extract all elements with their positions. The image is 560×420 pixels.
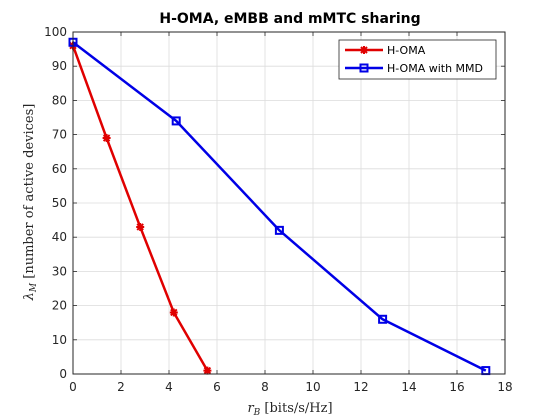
x-tick-label: 2 bbox=[117, 380, 125, 394]
y-axis-subscript: M bbox=[29, 282, 39, 293]
x-tick-label: 12 bbox=[353, 380, 368, 394]
legend-label: H-OMA with MMD bbox=[387, 62, 483, 75]
grid bbox=[72, 31, 506, 375]
y-axis-variable: λ bbox=[22, 292, 37, 301]
legend-entries: H-OMA H-OMA with MMD bbox=[345, 44, 483, 75]
legend: H-OMA H-OMA with MMD bbox=[338, 39, 497, 80]
y-tick-label: 80 bbox=[52, 93, 67, 107]
tick-layer: 0 2 4 6 8 10 12 14 16 18 0 10 20 30 40 50 60 70 80 90 100 bbox=[44, 25, 513, 394]
series-line bbox=[72, 41, 487, 372]
y-tick-label: 100 bbox=[44, 25, 67, 39]
data-point bbox=[169, 308, 178, 317]
legend-swatch-marker bbox=[360, 46, 368, 54]
data-point bbox=[203, 366, 212, 375]
legend-label: H-OMA bbox=[387, 44, 426, 57]
data-point bbox=[102, 134, 111, 143]
y-tick-label: 50 bbox=[52, 196, 67, 210]
x-tick-label: 16 bbox=[449, 380, 464, 394]
y-tick-label: 90 bbox=[52, 59, 67, 73]
x-tick-label: 4 bbox=[165, 380, 173, 394]
x-axis-label: rB [bits/s/Hz] bbox=[247, 401, 332, 418]
x-tick-label: 10 bbox=[305, 380, 320, 394]
x-tick-label: 0 bbox=[69, 380, 77, 394]
y-tick-label: 20 bbox=[52, 299, 67, 313]
legend-swatch-marker bbox=[359, 63, 369, 73]
y-tick-label: 30 bbox=[52, 264, 67, 278]
x-tick-label: 14 bbox=[401, 380, 416, 394]
data-point bbox=[171, 116, 181, 126]
y-axis-unit: [number of active devices] bbox=[22, 104, 37, 283]
y-tick-label: 0 bbox=[59, 367, 67, 381]
data-point bbox=[136, 222, 145, 231]
y-tick-label: 10 bbox=[52, 333, 67, 347]
y-tick-label: 60 bbox=[52, 162, 67, 176]
x-axis-unit: [bits/s/Hz] bbox=[260, 401, 332, 416]
x-tick-label: 6 bbox=[213, 380, 221, 394]
x-tick-label: 18 bbox=[497, 380, 512, 394]
x-axis-subscript: B bbox=[253, 408, 261, 418]
y-tick-label: 40 bbox=[52, 230, 67, 244]
y-tick-label: 70 bbox=[52, 128, 67, 142]
x-tick-label: 8 bbox=[261, 380, 269, 394]
data-point bbox=[378, 314, 388, 324]
chart-title: H-OMA, eMBB and mMTC sharing bbox=[159, 11, 420, 27]
x-axis-variable: r bbox=[247, 401, 254, 416]
data-point bbox=[274, 225, 284, 235]
y-axis-label: λM [number of active devices] bbox=[22, 104, 39, 302]
